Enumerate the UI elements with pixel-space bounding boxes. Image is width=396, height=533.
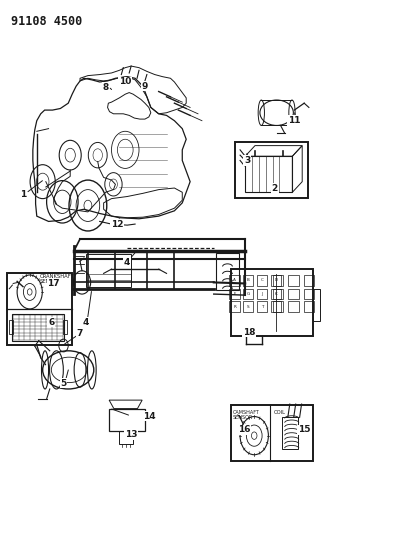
Bar xyxy=(273,275,283,286)
Bar xyxy=(216,253,239,290)
Bar xyxy=(304,289,314,300)
Text: T: T xyxy=(261,305,263,309)
Bar xyxy=(271,289,281,300)
Bar xyxy=(271,302,281,312)
Text: 15: 15 xyxy=(298,425,310,434)
Bar xyxy=(229,302,240,312)
Text: 1: 1 xyxy=(20,190,26,199)
Bar xyxy=(257,289,267,300)
Bar xyxy=(7,273,72,345)
Bar xyxy=(243,289,253,300)
Bar xyxy=(235,142,308,198)
Bar xyxy=(9,319,13,334)
Text: F: F xyxy=(233,292,236,296)
Text: 7: 7 xyxy=(77,329,83,338)
Bar xyxy=(118,431,133,443)
Text: 6: 6 xyxy=(48,318,55,327)
Bar xyxy=(243,275,253,286)
Text: S: S xyxy=(247,305,249,309)
Text: J: J xyxy=(261,292,263,296)
Bar xyxy=(245,156,292,192)
Bar xyxy=(288,275,299,286)
Text: K: K xyxy=(274,292,277,296)
Bar xyxy=(271,275,281,286)
Bar xyxy=(304,302,314,312)
Text: 11: 11 xyxy=(288,116,301,125)
Text: D: D xyxy=(274,278,278,282)
Bar xyxy=(230,269,313,336)
Bar xyxy=(12,314,63,341)
Bar xyxy=(243,302,253,312)
Bar xyxy=(273,289,283,300)
Text: 3: 3 xyxy=(244,156,250,165)
Text: 91108 4500: 91108 4500 xyxy=(11,14,82,28)
Bar xyxy=(230,406,313,461)
Text: 18: 18 xyxy=(243,328,255,337)
Bar xyxy=(109,409,145,431)
Bar xyxy=(282,417,298,449)
Text: 17: 17 xyxy=(48,279,60,288)
Text: 10: 10 xyxy=(119,77,131,86)
Bar xyxy=(86,254,131,287)
Text: 13: 13 xyxy=(125,430,137,439)
Text: 9: 9 xyxy=(142,82,148,91)
Text: 14: 14 xyxy=(143,411,155,421)
Text: 16: 16 xyxy=(238,425,250,434)
Bar xyxy=(273,302,283,312)
Text: CRANKSHAFT
SENSOR: CRANKSHAFT SENSOR xyxy=(40,274,75,285)
Bar xyxy=(63,319,67,334)
Text: C: C xyxy=(261,278,263,282)
Text: 2: 2 xyxy=(272,184,278,193)
Bar xyxy=(257,302,267,312)
Bar xyxy=(229,289,240,300)
Text: 4: 4 xyxy=(124,258,130,266)
Text: 4: 4 xyxy=(83,318,89,327)
Bar xyxy=(304,275,314,286)
Text: CAMSHAFT
SENSOR: CAMSHAFT SENSOR xyxy=(232,410,259,420)
Bar xyxy=(313,289,320,320)
Text: A: A xyxy=(233,278,236,282)
Text: COIL: COIL xyxy=(274,410,286,415)
Bar xyxy=(288,302,299,312)
Text: B: B xyxy=(247,278,250,282)
Text: 12: 12 xyxy=(111,220,124,229)
Text: R: R xyxy=(233,305,236,309)
Text: G: G xyxy=(247,292,250,296)
Bar xyxy=(288,289,299,300)
Bar xyxy=(257,275,267,286)
Text: 8: 8 xyxy=(103,83,109,92)
Bar xyxy=(229,275,240,286)
Text: 5: 5 xyxy=(61,378,67,387)
